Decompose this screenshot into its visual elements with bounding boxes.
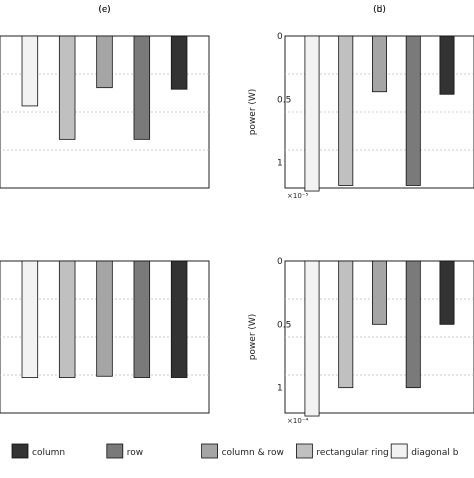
y-tick-label-group: 1 — [277, 384, 283, 394]
bar-diagonal-b — [304, 260, 320, 417]
legend-label-group: diagonal b — [411, 448, 459, 458]
y-tick-label: 0.5 — [277, 95, 291, 105]
y-tick-label-group: 0 — [277, 257, 283, 267]
panel-label-group: (b) — [373, 5, 386, 15]
y-tick-label: 1 — [277, 159, 283, 169]
bar-rectangular-ring — [58, 35, 76, 140]
legend-label-group: column — [32, 448, 65, 458]
y-axis-label: power (W) — [248, 89, 258, 136]
legend-label: row — [127, 448, 143, 458]
y-tick-label-group: 0 — [277, 32, 283, 42]
legend-swatch — [11, 443, 29, 459]
y-multiplier-group: ×10⁻⁵ — [287, 192, 308, 200]
panel-label: (b) — [373, 5, 386, 15]
y-axis-label: power (W) — [248, 314, 258, 361]
bar-column-row — [96, 260, 113, 377]
panel-label: (e) — [98, 5, 111, 15]
y-axis-label-group: power (W) — [248, 314, 258, 361]
bar-column-row — [96, 35, 113, 89]
legend: column row column & row rectangular ring dia… — [11, 443, 459, 459]
bar-diagonal-b — [304, 35, 320, 192]
legend-label-group: column & row — [222, 448, 284, 458]
panel-label-group: (c) — [99, 5, 111, 15]
y-multiplier-group: ×10⁻⁴ — [287, 417, 308, 425]
y-axis-label-group: power (W) — [248, 89, 258, 136]
legend-swatch — [201, 443, 219, 459]
y-tick-label-group: 0.5 — [277, 95, 291, 105]
bar-diagonal-b — [21, 35, 39, 107]
bar-column — [439, 35, 455, 95]
panels: (c) (b) 0 0.5 1 power (W) ×10⁻⁵ (e) (d) 0 0.5 1 powe… — [0, 5, 474, 425]
y-tick-label: 0 — [277, 257, 283, 267]
y-tick-label-group: 1 — [277, 159, 283, 169]
legend-label: rectangular ring — [316, 448, 388, 458]
panel-label-group: (e) — [98, 5, 111, 15]
bar-rectangular-ring — [338, 35, 354, 186]
bar-rectangular-ring — [338, 260, 354, 389]
legend-swatch — [390, 443, 408, 459]
bar-column — [439, 260, 455, 325]
bar-column — [170, 35, 188, 90]
legend-swatch — [106, 443, 124, 459]
panel-label-group: (d) — [373, 5, 386, 15]
legend-label: diagonal b — [411, 448, 459, 458]
y-multiplier: ×10⁻⁵ — [287, 192, 308, 200]
panel-c: (c) — [0, 5, 210, 189]
mirrored-figure: (c) (b) 0 0.5 1 power (W) ×10⁻⁵ (e) (d) 0 0.5 1 powe… — [0, 5, 474, 459]
bar-row — [133, 260, 151, 378]
legend-label-group: rectangular ring — [316, 448, 388, 458]
legend-label: column & row — [222, 448, 284, 458]
panel-d: (d) 0 0.5 1 power (W) ×10⁻⁴ — [248, 5, 474, 425]
y-tick-label: 0 — [277, 32, 283, 42]
legend-label: column — [32, 448, 65, 458]
panel-e: (e) — [0, 5, 210, 414]
bar-column-row — [372, 35, 387, 93]
legend-swatch — [295, 443, 313, 459]
panel-label: (d) — [373, 5, 386, 15]
y-tick-label-group: 0.5 — [277, 320, 291, 330]
bar-column — [170, 260, 188, 378]
panel-label: (c) — [99, 5, 111, 15]
y-tick-label: 0.5 — [277, 320, 291, 330]
panel-b: (b) 0 0.5 1 power (W) ×10⁻⁵ — [248, 5, 474, 200]
bar-row — [405, 260, 421, 389]
bar-row — [405, 35, 421, 186]
legend-label-group: row — [127, 448, 143, 458]
bar-rectangular-ring — [58, 260, 76, 378]
bar-diagonal-b — [21, 260, 39, 378]
y-multiplier: ×10⁻⁴ — [287, 417, 308, 425]
bar-column-row — [372, 260, 387, 325]
y-tick-label: 1 — [277, 384, 283, 394]
bar-row — [133, 35, 151, 140]
